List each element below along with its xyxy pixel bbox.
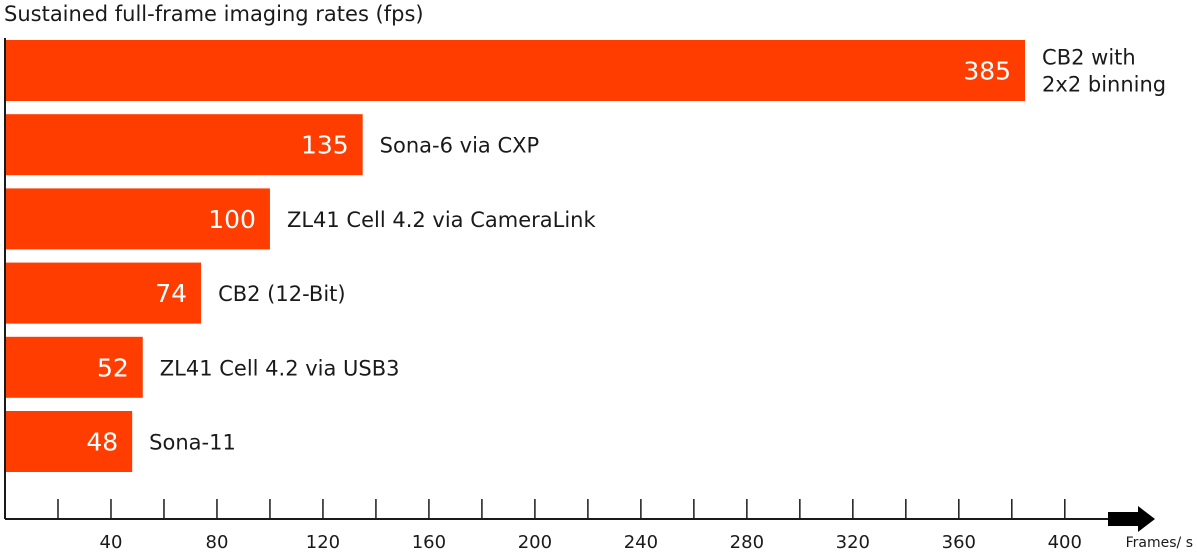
bar-value-label: 74 — [155, 279, 187, 308]
bar — [5, 114, 363, 176]
bar-category-label: 2x2 binning — [1042, 73, 1166, 97]
bar-category-label: CB2 (12-Bit) — [218, 282, 346, 306]
x-tick-label: 40 — [100, 532, 123, 553]
x-axis: 40 80 120 160 200 240 280 320 360 400 Frames/ s — [4, 38, 1193, 553]
bar-category-label: Sona-11 — [149, 431, 236, 455]
x-tick-label: 200 — [518, 532, 552, 553]
bar — [5, 411, 133, 472]
x-tick-label: 360 — [942, 532, 976, 553]
bar-value-label: 52 — [97, 353, 129, 382]
bar — [5, 262, 202, 324]
bar-category-label: ZL41 Cell 4.2 via USB3 — [160, 356, 400, 380]
x-tick-label: 280 — [730, 532, 764, 553]
bar-category-label: Sona-6 via CXP — [380, 134, 540, 158]
x-tick-label: 80 — [206, 532, 229, 553]
bar — [5, 188, 270, 250]
bar-value-label: 135 — [301, 131, 349, 160]
x-axis-arrow — [1108, 506, 1155, 532]
x-axis-label: Frames/ s — [1126, 535, 1193, 551]
bar-value-label: 48 — [86, 428, 118, 457]
x-tick-label: 240 — [624, 532, 658, 553]
bar-value-label: 100 — [208, 205, 256, 234]
chart-title: Sustained full-frame imaging rates (fps) — [4, 2, 424, 26]
bar-value-label: 385 — [963, 57, 1011, 86]
bar-category-label: ZL41 Cell 4.2 via CameraLink — [287, 208, 597, 232]
x-tick-label: 160 — [412, 532, 446, 553]
x-tick-label: 120 — [306, 532, 340, 553]
bar — [5, 336, 143, 398]
x-tick-label: 400 — [1048, 532, 1082, 553]
bar — [5, 40, 1026, 101]
bar-category-label: CB2 with — [1042, 46, 1136, 70]
x-tick-label: 320 — [836, 532, 870, 553]
bars-layer: 385 CB2 with 2x2 binning 135 Sona-6 via CXP 1… — [5, 40, 1166, 472]
